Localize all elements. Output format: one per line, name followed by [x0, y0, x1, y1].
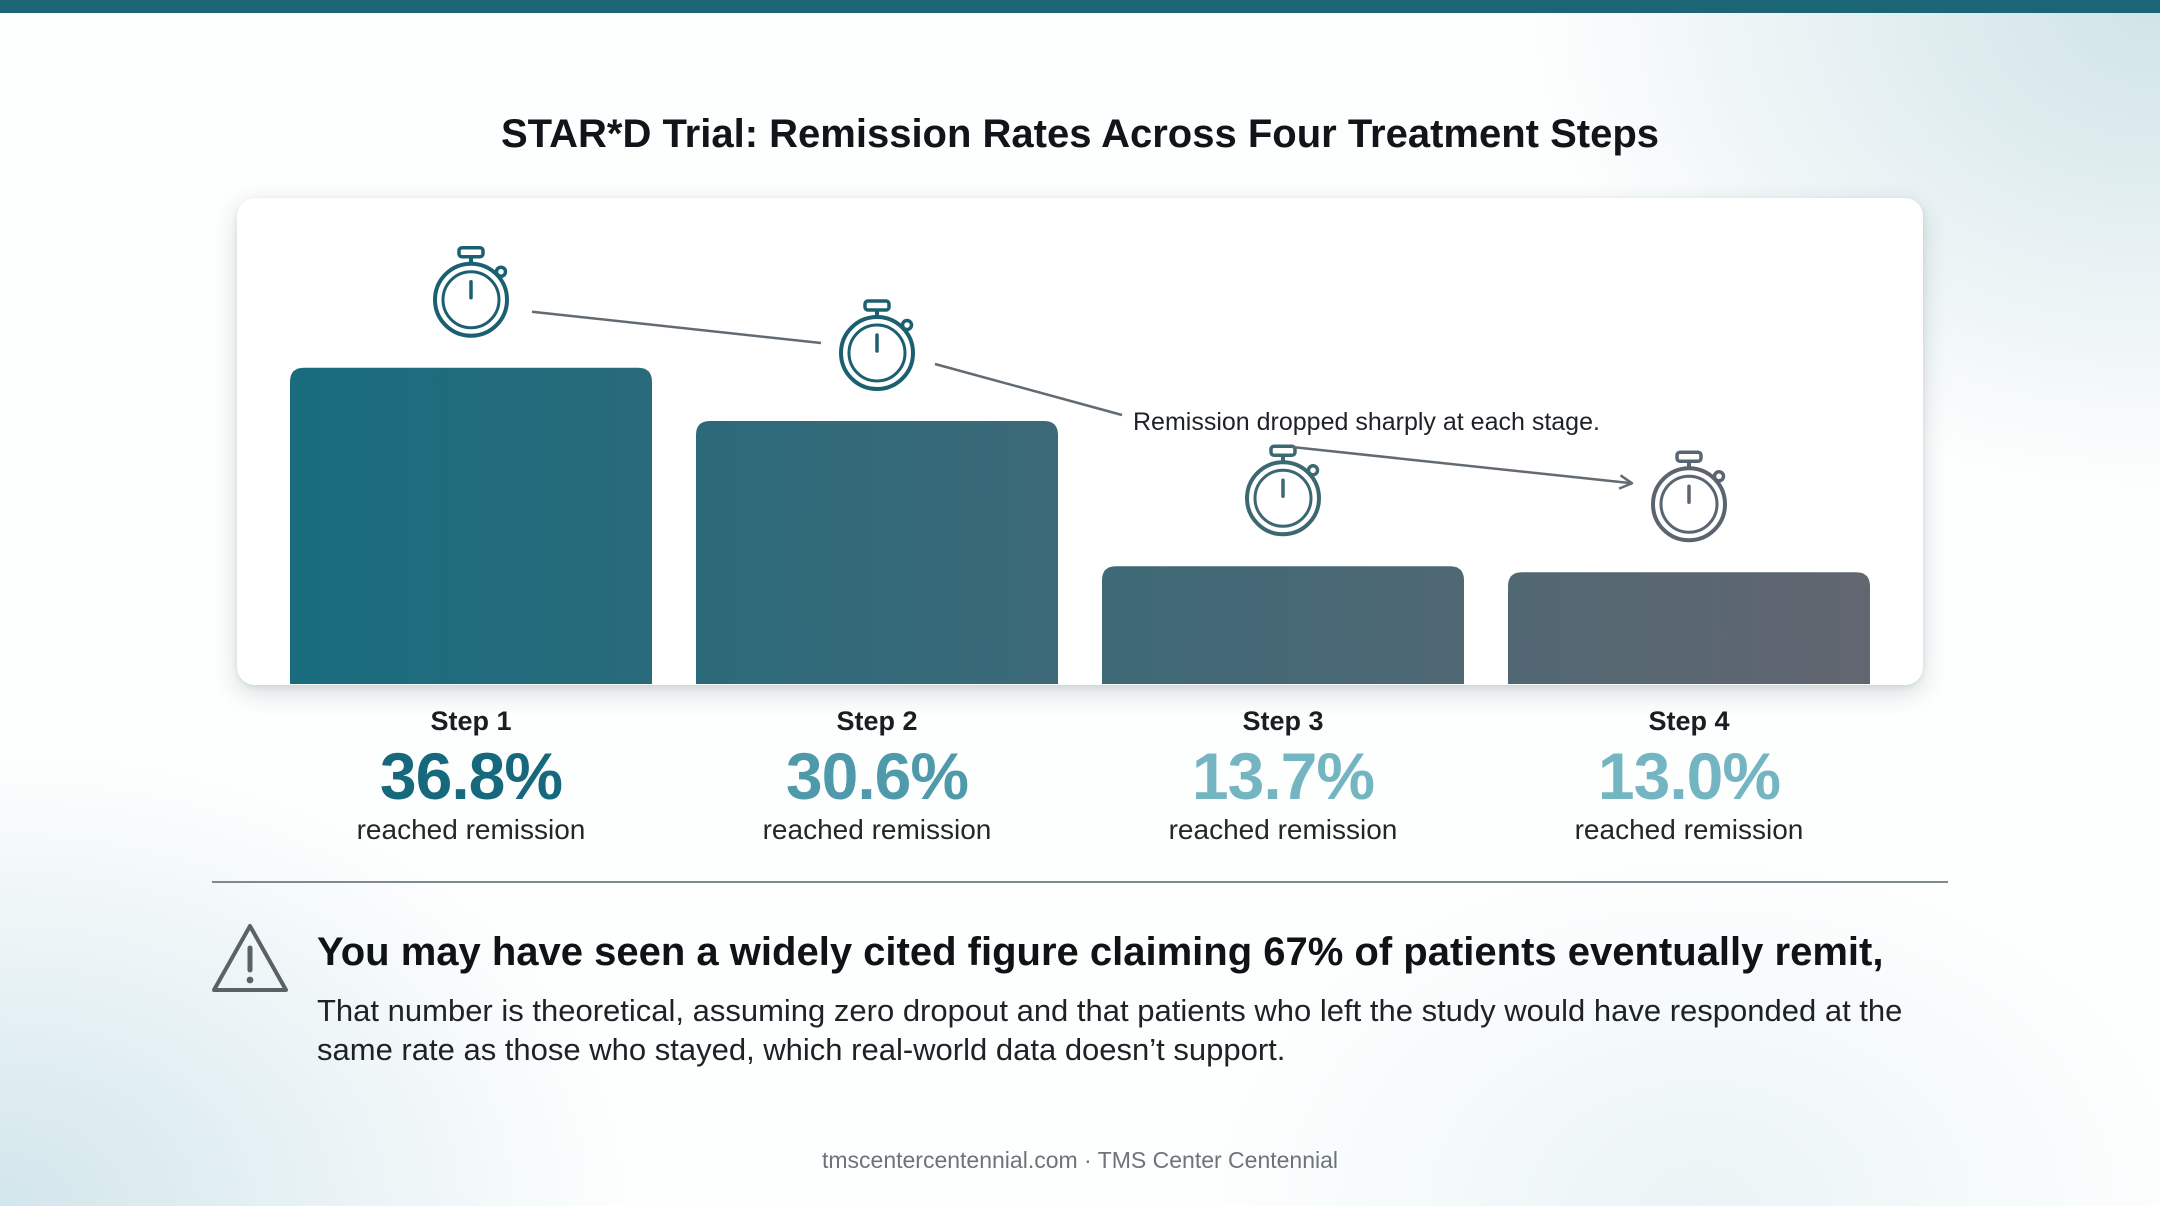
- category-label-step-2: Step 2 30.6% reached remission: [697, 700, 1057, 850]
- data-label-caption: reached remission: [1168, 814, 1398, 845]
- data-label-caption: reached remission: [356, 814, 586, 845]
- category-label-step-1: Step 1 36.8% reached remission: [291, 700, 651, 850]
- category-name: Step 1: [430, 706, 512, 736]
- data-label-percent: 36.8%: [379, 739, 563, 813]
- trend-line: [934, 362, 1123, 417]
- stopwatch-icon: [1245, 444, 1321, 537]
- data-label-percent: 13.0%: [1597, 739, 1781, 813]
- data-label-caption: reached remission: [1574, 814, 1804, 845]
- chart-annotation: Remission dropped sharply at each stage.: [1133, 408, 1600, 436]
- top-accent-bar: [0, 0, 2160, 13]
- category-label-step-3: Step 3 13.7% reached remission: [1103, 700, 1463, 850]
- stopwatch-icon: [839, 299, 915, 392]
- trend-line: [531, 310, 822, 345]
- trend-arrowhead: [1618, 474, 1634, 490]
- data-label-percent: 30.6%: [785, 739, 969, 813]
- bar-step-2: [696, 421, 1058, 684]
- bar-step-1: [290, 367, 652, 684]
- warning-body: That number is theoretical, assuming zer…: [317, 993, 1903, 1067]
- data-label-caption: reached remission: [762, 814, 992, 845]
- chart-title: STAR*D Trial: Remission Rates Across Fou…: [500, 112, 1660, 156]
- footer-credit: tmscentercentennial.com · TMS Center Cen…: [821, 1147, 1339, 1173]
- category-name: Step 4: [1648, 706, 1730, 736]
- category-name: Step 3: [1242, 706, 1324, 736]
- data-label-percent: 13.7%: [1191, 739, 1375, 813]
- section-divider: [212, 881, 1948, 883]
- category-name: Step 2: [836, 706, 918, 736]
- stopwatch-icon: [433, 245, 509, 338]
- trend-line: [1291, 445, 1633, 485]
- stopwatch-icon: [1651, 450, 1727, 543]
- warning-triangle-icon: [212, 924, 288, 992]
- category-label-step-4: Step 4 13.0% reached remission: [1509, 700, 1869, 850]
- bar-step-3: [1102, 566, 1464, 684]
- bar-step-4: [1508, 572, 1870, 684]
- warning-headline: You may have seen a widely cited figure …: [317, 930, 1884, 974]
